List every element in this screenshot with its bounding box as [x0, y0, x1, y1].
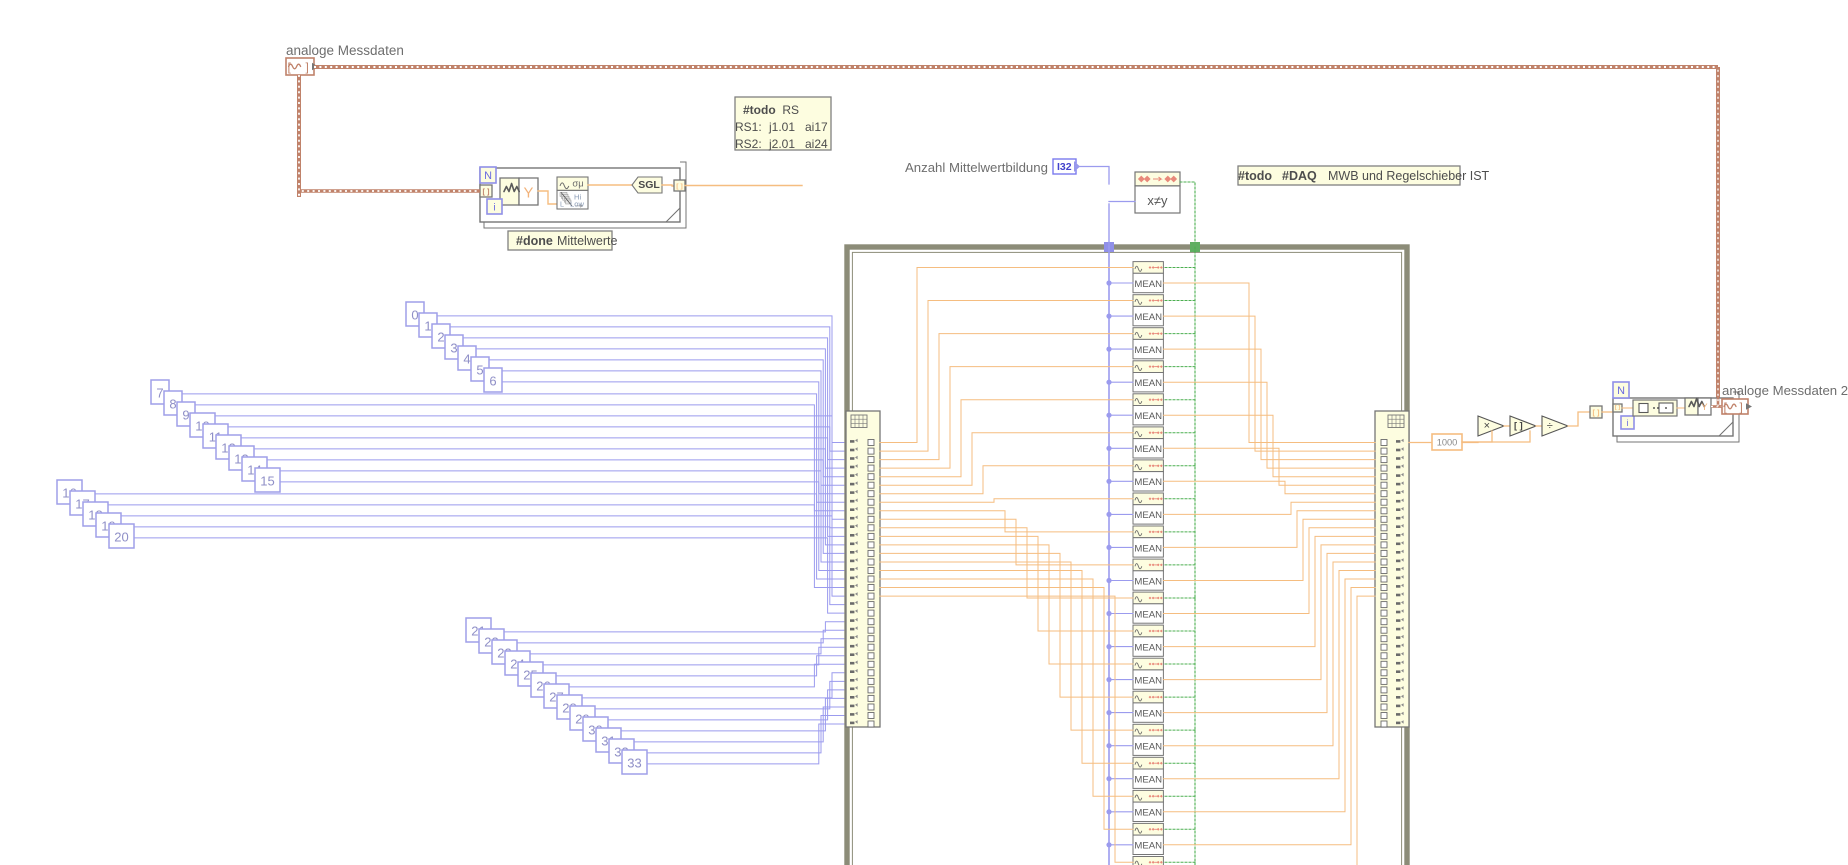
svg-text:L: L — [560, 200, 564, 209]
svg-text:[ ]: [ ] — [676, 183, 682, 190]
svg-text:I32: I32 — [1057, 161, 1072, 173]
svg-text:[ ]: [ ] — [482, 187, 490, 196]
svg-text:MEAN: MEAN — [1134, 477, 1162, 488]
svg-text:Y: Y — [524, 185, 534, 201]
svg-text:MEAN: MEAN — [1134, 841, 1162, 852]
svg-text:MEAN: MEAN — [1134, 642, 1162, 653]
svg-text:3: 3 — [450, 340, 457, 355]
svg-text:9: 9 — [182, 407, 189, 422]
svg-text:MEAN: MEAN — [1134, 411, 1162, 422]
svg-text:N: N — [484, 170, 492, 182]
svg-text:MEAN: MEAN — [1134, 742, 1162, 753]
svg-text:MEAN: MEAN — [1134, 444, 1162, 455]
svg-text:8: 8 — [169, 396, 176, 411]
svg-text:i: i — [1627, 418, 1629, 428]
svg-text:Y: Y — [1701, 402, 1708, 412]
svg-text:j2.01: j2.01 — [768, 137, 795, 151]
svg-text:4: 4 — [463, 351, 470, 366]
svg-text:]: ] — [1740, 400, 1743, 414]
svg-text:RS2:: RS2: — [735, 137, 762, 151]
svg-text:i: i — [493, 202, 495, 213]
svg-text:[ ]: [ ] — [1514, 420, 1523, 430]
svg-text:MEAN: MEAN — [1134, 279, 1162, 290]
svg-text:15: 15 — [260, 473, 274, 488]
svg-text:[ ]: [ ] — [1592, 408, 1600, 417]
svg-text:1000: 1000 — [1437, 438, 1458, 448]
svg-text:×: × — [1484, 420, 1490, 432]
svg-text:]: ] — [306, 60, 309, 74]
svg-text:RS: RS — [779, 103, 799, 117]
svg-text:0: 0 — [411, 307, 418, 322]
svg-text:N: N — [1617, 385, 1625, 397]
svg-text:ai24: ai24 — [805, 137, 828, 151]
svg-text:#todo: #todo — [1238, 169, 1272, 183]
svg-text:MEAN: MEAN — [1134, 312, 1162, 323]
svg-text:j1.01: j1.01 — [768, 120, 795, 134]
svg-text:MEAN: MEAN — [1134, 709, 1162, 720]
svg-text:MEAN: MEAN — [1134, 676, 1162, 687]
svg-text:1: 1 — [424, 318, 431, 333]
svg-text:analoge Messdaten: analoge Messdaten — [286, 43, 404, 58]
svg-text:MEAN: MEAN — [1134, 576, 1162, 587]
svg-text:20: 20 — [114, 529, 128, 544]
svg-text:MEAN: MEAN — [1134, 378, 1162, 389]
svg-text:5: 5 — [476, 362, 483, 377]
svg-text:RS1:: RS1: — [735, 120, 762, 134]
svg-text:Mittelwerte: Mittelwerte — [554, 234, 618, 248]
svg-text:33: 33 — [627, 755, 641, 770]
svg-text:analoge Messdaten 2: analoge Messdaten 2 — [1722, 383, 1848, 398]
svg-text:Low: Low — [570, 200, 584, 209]
svg-text:#done: #done — [516, 234, 553, 248]
svg-text:MEAN: MEAN — [1134, 510, 1162, 521]
svg-text:÷: ÷ — [1547, 420, 1553, 432]
svg-text:x≠y: x≠y — [1147, 193, 1168, 208]
svg-text:6: 6 — [489, 373, 496, 388]
svg-text:MEAN: MEAN — [1134, 775, 1162, 786]
svg-text:#DAQ: #DAQ — [1282, 169, 1317, 183]
svg-text:MEAN: MEAN — [1134, 345, 1162, 356]
svg-text:#todo: #todo — [743, 103, 776, 117]
svg-text:Anzahl Mittelwertbildung: Anzahl Mittelwertbildung — [905, 160, 1048, 175]
svg-text:7: 7 — [156, 385, 163, 400]
svg-text:MEAN: MEAN — [1134, 609, 1162, 620]
svg-text:[ ]: [ ] — [1615, 405, 1620, 411]
svg-text:SGL: SGL — [638, 179, 660, 191]
svg-text:ai17: ai17 — [805, 120, 828, 134]
svg-text:MWB und Regelschieber IST: MWB und Regelschieber IST — [1328, 169, 1490, 183]
svg-text:σμ: σμ — [572, 179, 583, 190]
svg-text:2: 2 — [437, 329, 444, 344]
svg-text:MEAN: MEAN — [1134, 808, 1162, 819]
svg-text:MEAN: MEAN — [1134, 543, 1162, 554]
